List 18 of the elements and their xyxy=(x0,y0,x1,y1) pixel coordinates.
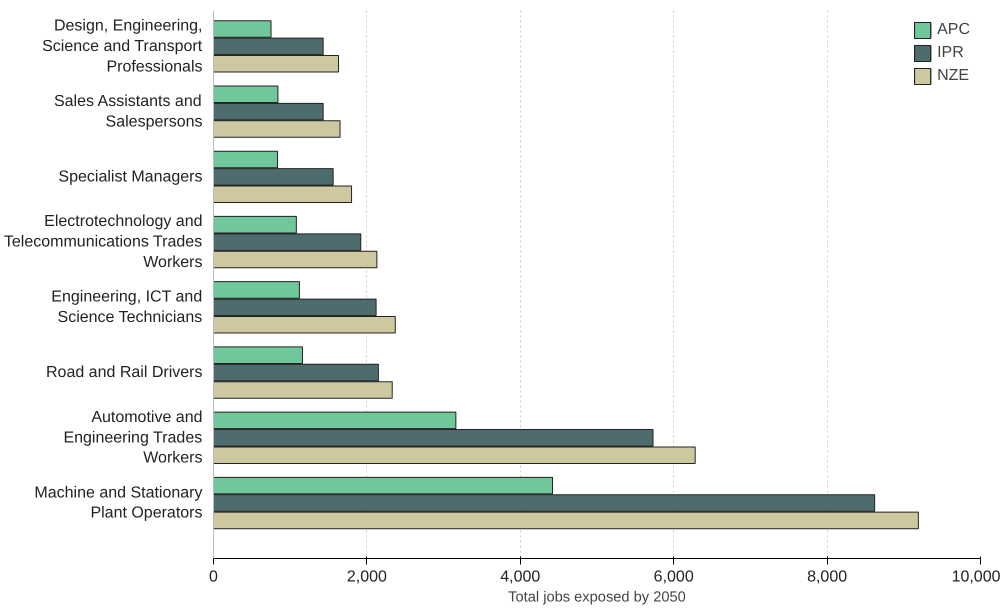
y-tick-label: Design, Engineering, Science and Transport Professionals xyxy=(42,17,203,76)
x-tick-label: 6,000 xyxy=(654,568,694,586)
legend-label: APC xyxy=(937,21,970,39)
legend-label: NZE xyxy=(937,67,970,85)
x-tick-label: 8,000 xyxy=(807,568,848,586)
x-tick-label: 0 xyxy=(209,568,218,586)
legend-label: IPR xyxy=(937,44,964,62)
y-tick-label: Engineering, ICT and Science Technicians xyxy=(51,288,202,326)
y-tick-label: Electrotechnology and Telecommunications Trades Workers xyxy=(4,213,202,271)
y-tick-label: Automotive and Engineering Trades Workers xyxy=(63,408,203,467)
y-tick-label: Sales Assistants and Salespersons xyxy=(54,92,203,130)
y-tick-label: Specialist Managers xyxy=(58,168,203,186)
x-axis-title: Total jobs exposed by 2050 xyxy=(508,590,686,606)
x-tick-label: 2,000 xyxy=(346,568,388,586)
y-tick-label: Machine and Stationary Plant Operators xyxy=(34,484,203,522)
x-tick-label: 10,000 xyxy=(952,568,1000,586)
x-tick-label: 4,000 xyxy=(500,568,540,586)
y-tick-label: Road and Rail Drivers xyxy=(46,364,203,382)
